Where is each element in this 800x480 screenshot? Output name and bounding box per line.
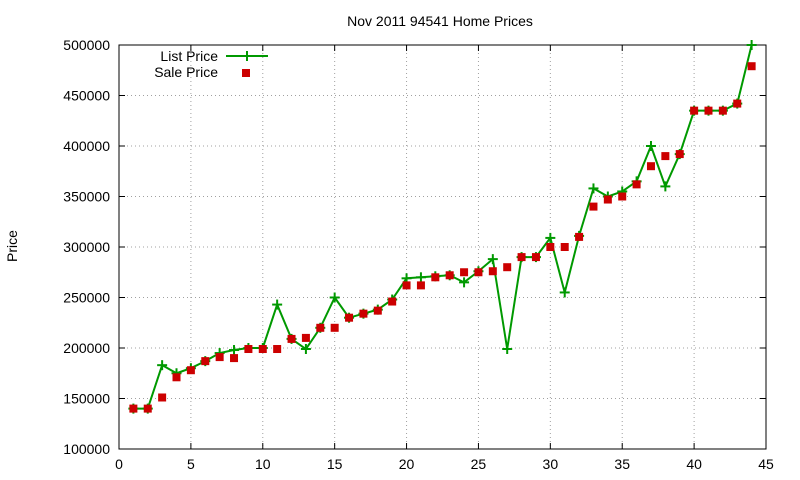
legend-label: Sale Price [154,64,218,80]
data-point [459,277,470,288]
legend-item: Sale Price [154,64,250,80]
x-tick-label: 20 [399,456,415,472]
data-point [143,404,152,413]
x-tick-label: 30 [543,456,559,472]
data-point [517,253,526,262]
y-tick-label: 450000 [63,88,110,104]
series-layer [128,40,757,414]
data-point [329,292,340,303]
data-point [588,183,599,194]
data-point [258,345,267,354]
data-point [660,181,671,192]
x-tick-label: 5 [187,456,195,472]
data-point [388,297,397,306]
y-tick-label: 350000 [63,189,110,205]
data-point [300,344,311,355]
chart-title: Nov 2011 94541 Home Prices [347,13,533,29]
data-point [718,106,727,115]
data-point [747,62,756,71]
data-point [503,263,512,272]
data-point [589,202,598,211]
data-point [272,299,283,310]
x-tick-label: 10 [255,456,271,472]
data-point [330,323,339,332]
data-point [431,273,440,282]
series-sale-price [129,62,756,413]
data-point [316,323,325,332]
data-point [488,267,497,276]
data-point [359,309,368,318]
x-tick-label: 15 [327,456,343,472]
legend-marker [242,69,250,77]
x-tick-label: 35 [614,456,630,472]
y-tick-label: 200000 [63,340,110,356]
y-tick-label: 500000 [63,37,110,53]
data-point [502,344,513,355]
data-point [186,366,195,375]
data-point [661,152,670,161]
data-point [244,345,253,354]
data-point [575,232,584,241]
data-point [531,253,540,262]
data-point [215,353,224,362]
y-axis-label: Price [4,230,20,262]
data-point [415,272,426,283]
y-tick-label: 250000 [63,290,110,306]
data-point [201,357,210,366]
data-point [559,287,570,298]
x-tick-label: 40 [686,456,702,472]
y-axis-ticks: 100000 150000 200000 250000 300000 350000 4000… [63,37,766,457]
legend-marker [242,51,252,61]
data-point [618,192,627,201]
grid [119,45,766,449]
legend-label: List Price [160,48,218,64]
y-tick-label: 300000 [63,239,110,255]
data-point [545,232,556,243]
data-point [373,306,382,315]
data-point [158,393,167,402]
data-point [704,106,713,115]
x-axis-ticks: 0 5 10 15 20 25 30 35 40 45 [115,45,774,472]
data-point [157,360,168,371]
data-point [646,162,655,171]
y-tick-label: 150000 [63,391,110,407]
data-point [402,281,411,290]
data-point [546,243,555,251]
data-point [603,195,612,204]
data-point [129,404,138,413]
data-point [645,141,656,151]
data-point [487,254,498,265]
x-tick-label: 0 [115,456,123,472]
data-point [287,334,296,343]
data-point [229,345,240,356]
data-point [560,243,569,251]
data-point [345,313,354,322]
y-tick-label: 100000 [63,441,110,457]
data-point [301,333,310,342]
x-tick-label: 25 [471,456,487,472]
data-point [460,268,469,277]
data-point [690,106,699,115]
data-point [675,150,684,159]
data-point [273,345,282,354]
data-point [230,354,239,363]
data-point [746,40,757,50]
legend-item: List Price [160,48,268,64]
data-point [172,373,181,382]
x-tick-label: 45 [758,456,774,472]
data-point [416,281,425,290]
data-point [474,268,483,277]
y-tick-label: 400000 [63,138,110,154]
data-point [445,271,454,280]
data-point [632,180,641,189]
data-point [733,99,742,108]
